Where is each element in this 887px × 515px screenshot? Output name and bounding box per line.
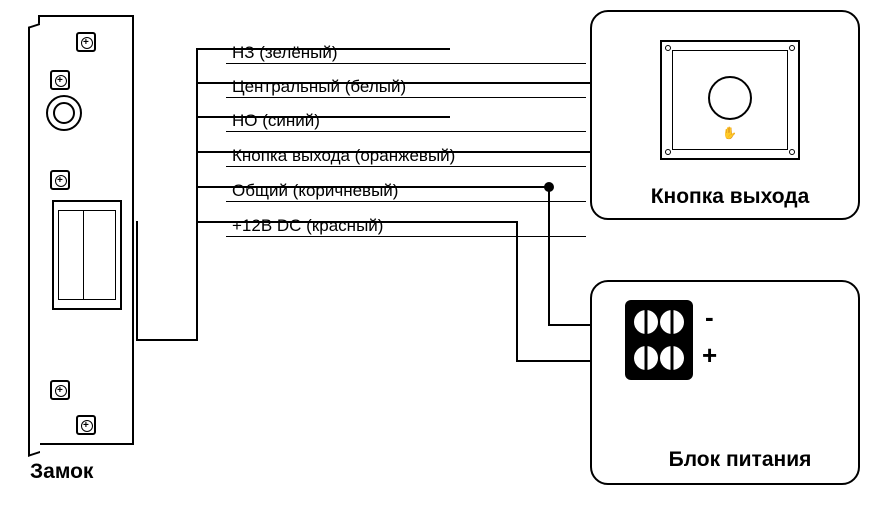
- psu-terminal-plus-2: [660, 346, 684, 370]
- wire-nc-underline: [226, 63, 586, 64]
- wire-label-no: НО (синий): [232, 111, 320, 131]
- lock-cylinder-hole-inner: [53, 102, 75, 124]
- lock-cable-drop: [136, 221, 138, 341]
- wire-label-com: Центральный (белый): [232, 77, 406, 97]
- hand-icon: ✋: [722, 126, 737, 140]
- wire-label-gnd: Общий (коричневый): [232, 181, 398, 201]
- lock-side: [28, 23, 40, 457]
- exit-button-pushbutton: [708, 76, 752, 120]
- wire-gnd-underline: [226, 201, 586, 202]
- wire-exit-underline: [226, 166, 586, 167]
- psu-terminal-minus: [634, 310, 658, 334]
- wire-label-vcc: +12В DC (красный): [232, 216, 383, 236]
- psu-terminal-plus: [634, 346, 658, 370]
- psu-terminal-minus-2: [660, 310, 684, 334]
- wire-label-exit: Кнопка выхода (оранжевый): [232, 146, 455, 166]
- lock-latch-right: [84, 210, 116, 300]
- psu-plus-sign: +: [702, 340, 717, 371]
- psu-terminal-block: [625, 300, 693, 380]
- exit-plate-screw: [789, 149, 795, 155]
- psu-minus-sign: -: [705, 302, 714, 333]
- wire-vcc-drop: [516, 221, 518, 360]
- lock-latch-left: [58, 210, 84, 300]
- lock-label: Замок: [30, 460, 130, 484]
- wire-vcc-underline: [226, 236, 586, 237]
- wire-gnd-drop: [548, 186, 550, 324]
- lock-screw: [50, 170, 70, 190]
- wiring-diagram: { "colors": { "stroke": "#000000", "back…: [0, 0, 887, 515]
- wire-com-underline: [226, 97, 586, 98]
- lock-screw: [50, 70, 70, 90]
- wire-no-underline: [226, 131, 586, 132]
- lock-cable-rise: [196, 48, 198, 341]
- exit-plate-screw: [665, 45, 671, 51]
- lock-cable-horiz: [136, 339, 196, 341]
- exit-button-label: Кнопка выхода: [630, 185, 830, 209]
- exit-plate-screw: [789, 45, 795, 51]
- psu-label: Блок питания: [640, 448, 840, 472]
- lock-screw: [50, 380, 70, 400]
- exit-plate-screw: [665, 149, 671, 155]
- lock-screw: [76, 415, 96, 435]
- wire-label-nc: НЗ (зелёный): [232, 43, 338, 63]
- lock-screw: [76, 32, 96, 52]
